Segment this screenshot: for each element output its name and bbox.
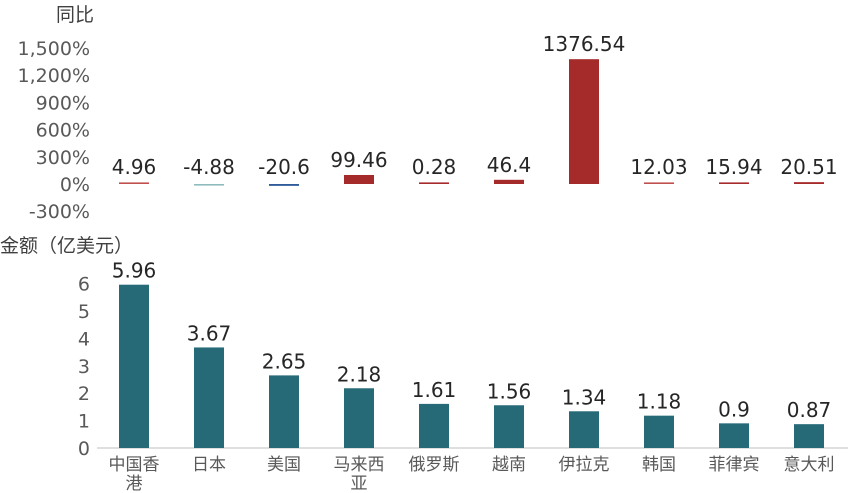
yoy-y-tick: -300%	[29, 201, 90, 223]
category-label: 日本	[192, 455, 226, 475]
amount-data-label: 3.67	[187, 321, 232, 345]
amount-data-label: 1.61	[412, 378, 457, 402]
amount-bar	[194, 347, 224, 448]
yoy-y-tick: 1,200%	[18, 65, 90, 87]
yoy-data-label: 4.96	[112, 155, 157, 179]
yoy-y-tick: 300%	[36, 147, 90, 169]
yoy-chart: 同比 1,500% 1,200% 900% 600% 300% 0% -300% 4.96 -4.…	[18, 4, 838, 223]
category-label: 马来西	[334, 455, 385, 475]
yoy-bar	[644, 182, 674, 184]
amount-bar	[269, 375, 299, 448]
amount-bar	[794, 424, 824, 448]
yoy-data-label: 12.03	[630, 155, 687, 179]
yoy-data-label: 46.4	[487, 153, 532, 177]
amount-y-tick: 5	[78, 301, 90, 323]
amount-data-label: 0.87	[787, 398, 832, 422]
amount-data-label: 0.9	[718, 397, 750, 421]
amount-bar	[419, 403, 449, 448]
amount-y-tick: 2	[78, 383, 90, 405]
amount-bar	[719, 423, 749, 448]
yoy-bar	[119, 182, 149, 184]
yoy-y-tick: 900%	[36, 92, 90, 114]
amount-data-label: 5.96	[112, 259, 157, 283]
amount-data-label: 2.65	[262, 349, 307, 373]
amount-bar	[569, 411, 599, 448]
amount-axis-title: 金额（亿美元）	[0, 235, 133, 257]
yoy-bar	[494, 179, 524, 184]
category-label: 港	[126, 474, 143, 493]
yoy-data-label: 1376.54	[543, 32, 626, 56]
yoy-bar	[344, 174, 374, 184]
category-label: 意大利	[784, 455, 835, 475]
category-label: 亚	[351, 474, 368, 493]
yoy-bar	[194, 184, 224, 186]
category-label: 中国香	[109, 455, 160, 475]
category-label: 伊拉克	[559, 455, 610, 475]
yoy-data-label: 20.51	[780, 155, 837, 179]
amount-data-label: 1.56	[487, 379, 532, 403]
yoy-axis-title: 同比	[56, 4, 94, 26]
yoy-y-tick: 0%	[60, 174, 90, 196]
amount-bar	[344, 388, 374, 448]
yoy-data-label: 99.46	[330, 148, 387, 172]
amount-data-label: 1.34	[562, 385, 607, 409]
yoy-data-label: -20.6	[258, 155, 310, 179]
yoy-data-label: 0.28	[412, 155, 457, 179]
yoy-y-tick: 600%	[36, 120, 90, 142]
category-label: 美国	[267, 455, 301, 475]
amount-data-label: 2.18	[337, 362, 382, 386]
category-label: 韩国	[642, 455, 676, 475]
amount-bar	[119, 284, 149, 448]
yoy-bar	[269, 184, 299, 186]
category-label: 俄罗斯	[409, 455, 460, 475]
category-label: 越南	[492, 455, 526, 475]
amount-y-tick: 3	[78, 356, 90, 378]
yoy-bar	[569, 59, 599, 184]
amount-y-tick: 0	[78, 438, 90, 460]
amount-y-tick: 4	[78, 328, 90, 350]
yoy-bar	[719, 182, 749, 184]
amount-data-label: 1.18	[637, 390, 682, 414]
amount-y-tick: 6	[78, 274, 90, 296]
yoy-data-label: 15.94	[705, 155, 762, 179]
amount-bar	[644, 415, 674, 448]
amount-bar	[494, 405, 524, 448]
category-label: 菲律宾	[709, 455, 760, 475]
yoy-bar	[794, 182, 824, 184]
yoy-y-tick: 1,500%	[18, 38, 90, 60]
amount-y-tick: 1	[78, 411, 90, 433]
yoy-data-label: -4.88	[183, 155, 235, 179]
yoy-bar	[419, 182, 449, 184]
